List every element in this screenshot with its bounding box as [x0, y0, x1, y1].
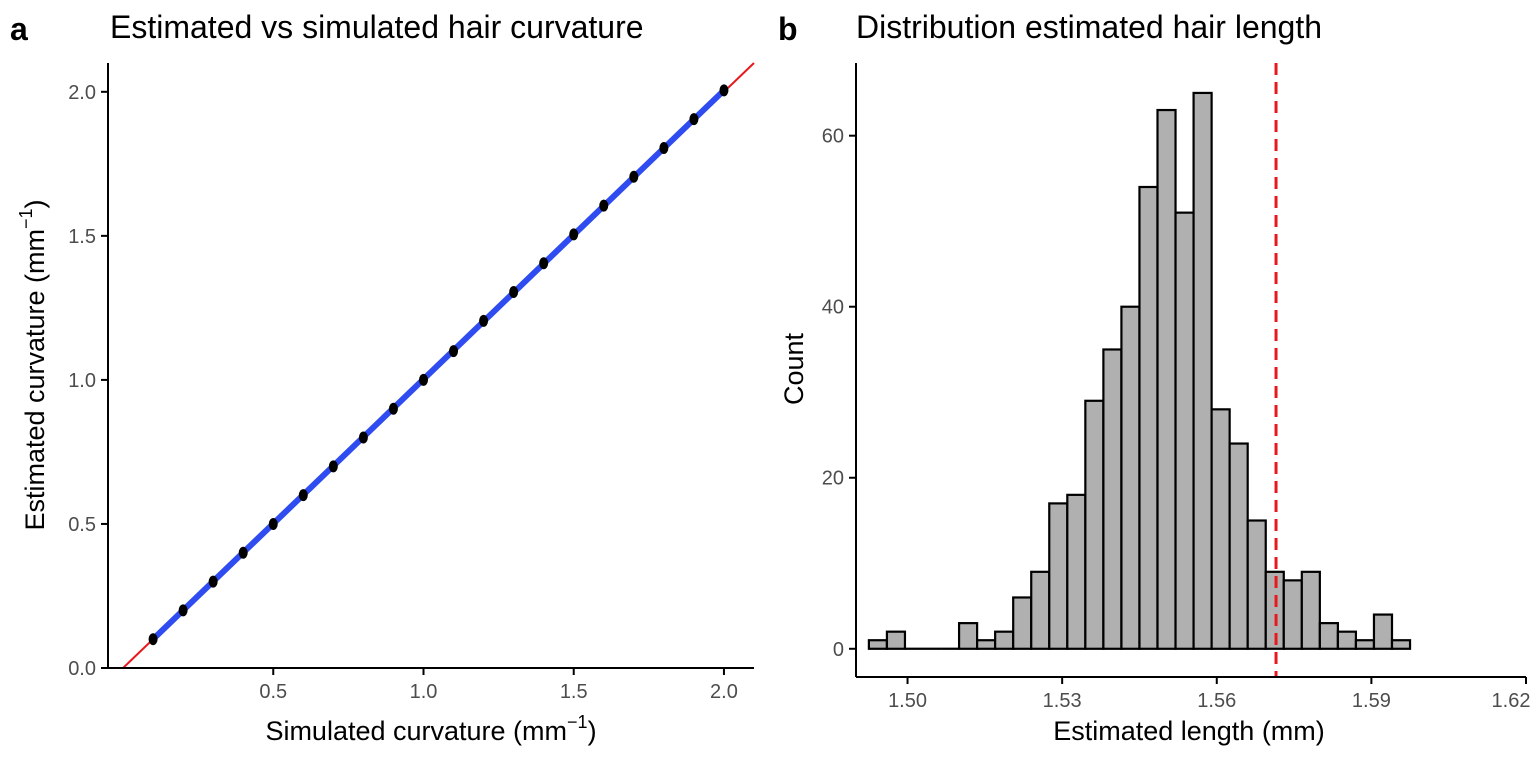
- histogram-bar: [1228, 442, 1249, 650]
- histogram-bar: [1030, 570, 1051, 650]
- panel-a-plot-area: [122, 62, 755, 669]
- scatter-point: [148, 633, 158, 646]
- scatter-point: [208, 575, 218, 588]
- x-tick-label: 1.50: [888, 690, 927, 712]
- y-tick-label: 60: [822, 126, 844, 148]
- scatter-point: [358, 431, 368, 444]
- scatter-point: [418, 373, 428, 386]
- y-tick-label: 40: [822, 297, 844, 319]
- y-tick-label: 0.0: [68, 658, 96, 680]
- panel-b-tag: b: [778, 11, 798, 47]
- y-tick-label: 0.5: [68, 514, 96, 536]
- scatter-point: [178, 604, 188, 617]
- x-tick-label: 1.56: [1197, 690, 1236, 712]
- histogram-bar: [1246, 519, 1267, 650]
- x-tick-label: 1.62: [1492, 690, 1531, 712]
- histogram-bar: [885, 630, 907, 650]
- fit-line: [150, 88, 727, 642]
- scatter-point: [298, 489, 308, 502]
- scatter-point: [599, 199, 609, 212]
- panel-b-x-ticks: 1.50 1.53 1.56 1.59 1.62: [888, 677, 1530, 712]
- y-tick-label: 2.0: [68, 82, 96, 104]
- panel-a-y-ticks: 0.0 0.5 1.0 1.5 2.0: [68, 82, 108, 680]
- histogram-bar: [1318, 622, 1339, 650]
- histogram-bar: [1192, 91, 1213, 650]
- histogram-bar: [1138, 185, 1159, 650]
- panel-a-tag: a: [10, 11, 28, 47]
- scatter-point: [509, 286, 519, 299]
- panel-b-histogram: b Distribution estimated hair length 1.5…: [778, 9, 1530, 746]
- x-tick-label: 1.0: [410, 681, 438, 703]
- histogram-bar: [1012, 596, 1033, 650]
- histogram-bar: [1390, 639, 1412, 650]
- x-tick-label: 1.53: [1043, 690, 1082, 712]
- y-tick-label: 20: [822, 468, 844, 490]
- scatter-point: [719, 84, 729, 97]
- histogram-bar: [976, 639, 997, 650]
- histogram-bar: [1174, 211, 1195, 650]
- panel-b-plot-area: [867, 63, 1412, 677]
- histogram-bar: [1300, 570, 1321, 650]
- scatter-point: [689, 113, 699, 126]
- histogram-bar: [1354, 639, 1376, 650]
- histogram-bar: [867, 639, 889, 650]
- panel-a-scatter: a Estimated vs simulated hair curvature …: [10, 9, 755, 746]
- histogram-bar: [1102, 348, 1123, 650]
- y-tick-label: 1.5: [68, 226, 96, 248]
- histogram-bar: [1336, 630, 1358, 650]
- scatter-point: [479, 314, 489, 327]
- histogram-bar: [1282, 579, 1303, 650]
- panel-a-y-axis-label: Estimated curvature (mm−1): [16, 199, 50, 530]
- histogram-bar: [1066, 493, 1087, 650]
- scatter-point: [238, 546, 248, 559]
- scatter-point: [569, 228, 579, 241]
- y-tick-label: 1.0: [68, 370, 96, 392]
- histogram-bar: [1156, 108, 1177, 650]
- panel-a-x-axis-label: Simulated curvature (mm−1): [265, 712, 596, 746]
- histogram-bar: [1084, 399, 1105, 650]
- panel-b-y-axis-label: Count: [779, 332, 809, 405]
- scatter-point: [268, 517, 278, 530]
- panel-b-x-axis-label: Estimated length (mm): [1053, 716, 1325, 746]
- panel-a-x-ticks: 0.5 1.0 1.5 2.0: [259, 668, 738, 703]
- scatter-point: [539, 257, 549, 270]
- x-tick-label: 0.5: [259, 681, 287, 703]
- histogram-bar: [1372, 613, 1394, 650]
- scatter-point: [449, 345, 459, 358]
- panel-a-title: Estimated vs simulated hair curvature: [110, 9, 644, 45]
- histogram-bar: [957, 622, 979, 650]
- panel-b-title: Distribution estimated hair length: [856, 9, 1322, 45]
- scatter-point: [659, 141, 669, 154]
- histogram-bar: [1120, 305, 1141, 650]
- y-tick-label: 0: [833, 639, 844, 661]
- histogram-bar: [1210, 408, 1231, 650]
- x-tick-label: 2.0: [710, 681, 738, 703]
- x-tick-label: 1.59: [1352, 690, 1391, 712]
- scatter-point: [629, 170, 639, 183]
- x-tick-label: 1.5: [560, 681, 588, 703]
- histogram-bar: [1048, 502, 1069, 650]
- panel-b-y-ticks: 0 20 40 60: [822, 126, 856, 661]
- histogram-bar: [994, 630, 1015, 650]
- scatter-point: [328, 460, 338, 473]
- scatter-point: [388, 402, 398, 415]
